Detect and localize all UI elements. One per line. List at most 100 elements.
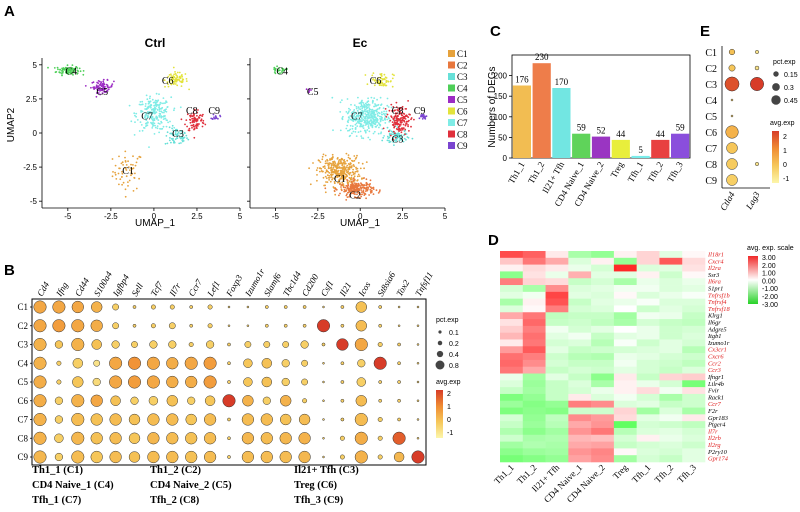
umap-point [180,135,183,138]
umap-point [360,195,363,198]
umap-point [353,109,356,111]
dot-marker [184,356,198,370]
umap-point [368,122,371,125]
umap-point [100,89,103,91]
umap-point [156,127,159,130]
umap-point [71,72,73,75]
umap-point [373,113,375,115]
heatmap-cell [682,380,706,388]
umap-point [355,170,358,173]
dot-marker [281,377,290,387]
pct-legend-label: 0.4 [449,352,459,359]
umap-point [184,123,186,126]
dot-marker [340,323,345,328]
umap-point [66,71,68,73]
heatmap-cell [636,285,660,293]
heatmap-cell [522,257,546,265]
umap-point [372,72,375,74]
cluster-row-label: C7 [17,415,28,425]
umap-point [274,69,276,72]
umap-point [331,178,333,181]
umap-point [172,134,174,137]
heatmap-cell [636,298,660,306]
umap-point [196,118,199,121]
heatmap-cell [613,434,637,442]
dot-marker [263,341,271,348]
umap-point [128,179,131,182]
umap-point [165,125,168,128]
heatmap-cell [591,441,615,449]
umap-point [124,167,126,169]
panel-label-e: E [700,23,710,40]
bar-category-label: Tfh_3 [665,160,685,184]
umap-point [360,123,363,126]
cluster-label: C1 [122,166,134,177]
cluster-label: C4 [276,66,288,77]
heatmap-cell [500,339,524,347]
umap-point [393,121,396,124]
dot-marker [109,450,122,464]
umap-point [149,95,152,98]
dot-marker [166,432,179,445]
heatmap-cell [659,271,683,279]
umap-point [201,121,204,124]
umap-point [365,184,368,187]
umap-point [114,173,117,176]
heatmap-cell [613,264,637,272]
umap-point [383,83,386,85]
umap-point [405,120,408,123]
heatmap-cell [545,373,569,381]
umap-point [346,98,349,100]
umap-point [128,104,131,107]
umap-point [369,179,372,182]
umap-point [326,159,329,162]
heatmap-cell [568,455,592,463]
legend-swatch [448,50,455,57]
umap-point [185,80,188,82]
pct-legend-title: pct.exp [773,59,796,66]
umap-point [403,130,406,133]
umap-point [410,125,412,128]
dot-marker [378,380,383,384]
umap-point [379,124,382,126]
umap-point [405,108,408,110]
umap-point [391,121,394,123]
legend-label: C2 [457,61,468,71]
umap-point [102,85,105,88]
umap-point [146,116,149,119]
umap-point [198,116,201,119]
umap-point [371,108,374,111]
umap-point [156,108,159,111]
cluster-label: C1 [334,174,346,185]
umap-point [386,113,389,116]
dot-marker [128,413,141,426]
umap-point [372,100,374,103]
umap-point [325,177,328,180]
umap-point [166,81,169,83]
heatmap-cell [500,353,524,361]
umap-point [124,150,127,153]
umap-point [153,108,156,111]
heatmap-cell [682,332,706,340]
umap-point [352,168,354,171]
umap-point [385,110,388,113]
heatmap-cell [545,407,569,415]
umap-point [157,122,160,125]
umap-point [155,117,158,120]
umap-point [356,191,359,194]
dot-marker [90,394,103,407]
cluster-row-label: C5 [17,377,28,387]
umap-point [367,112,370,114]
umap-point [331,158,333,161]
umap-point [362,105,365,108]
dot-marker [185,432,198,445]
umap-point [181,80,184,82]
umap-point [358,189,361,191]
bar [651,139,670,158]
heatmap-cell [522,332,546,340]
cluster-label: C8 [186,106,198,117]
umap-point [369,190,372,193]
umap-point [353,115,355,118]
umap-point [150,117,153,119]
heatmap-cell [636,414,660,422]
